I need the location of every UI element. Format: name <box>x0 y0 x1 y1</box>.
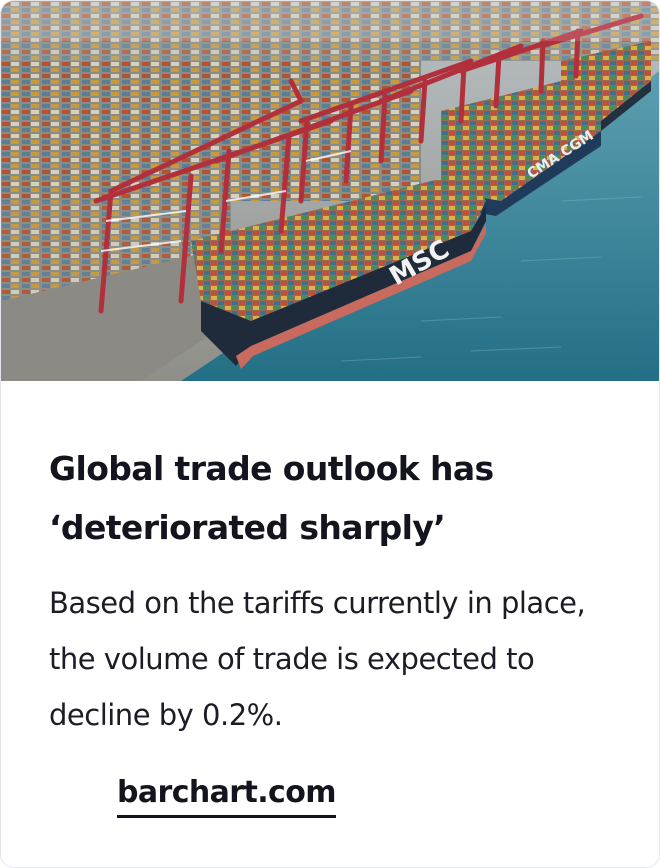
card-content: Global trade outlook has ‘deteriorated s… <box>1 381 659 867</box>
hero-image: CMA CGM MSC <box>1 1 659 381</box>
summary-text: Based on the tariffs currently in place,… <box>49 586 586 732</box>
port-photo: CMA CGM MSC <box>1 1 659 381</box>
headline[interactable]: Global trade outlook has ‘deteriorated s… <box>49 449 494 547</box>
source-link[interactable]: barchart.com <box>117 773 336 818</box>
